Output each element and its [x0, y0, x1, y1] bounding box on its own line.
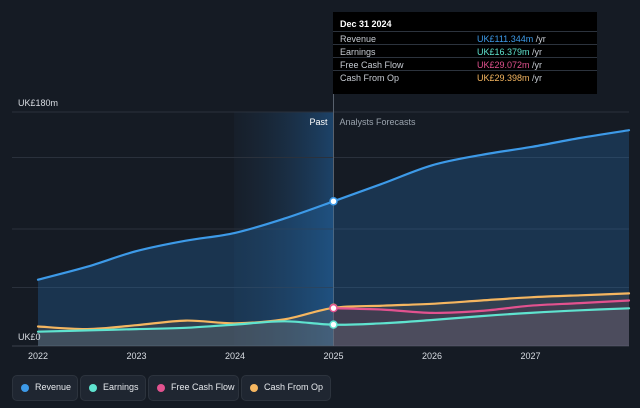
x-tick-label: 2027 — [520, 351, 540, 361]
legend-label: Cash From Op — [264, 382, 324, 392]
area-revenue — [38, 130, 629, 346]
legend-label: Revenue — [35, 382, 72, 392]
tooltip-value-wrap: UK£29.398m /yr — [477, 73, 542, 83]
legend-dot-icon — [250, 384, 258, 392]
legend-item-free-cash-flow[interactable]: Free Cash Flow — [148, 375, 239, 401]
tooltip-value-wrap: UK£111.344m /yr — [477, 34, 546, 44]
x-tick-label: 2025 — [323, 351, 343, 361]
tooltip-date: Dec 31 2024 — [340, 19, 392, 29]
tooltip-label: Cash From Op — [340, 73, 400, 83]
tooltip-row-earnings: Earnings UK£16.379m /yr — [333, 44, 597, 58]
past-label: Past — [309, 117, 328, 127]
tooltip-row-free-cash-flow: Free Cash Flow UK£29.072m /yr — [333, 57, 597, 71]
y-axis-bottom-label: UK£0 — [18, 332, 41, 342]
tooltip-label: Earnings — [340, 47, 376, 57]
y-axis-top-label: UK£180m — [18, 98, 58, 108]
tooltip-unit: /yr — [529, 47, 543, 57]
marker-earnings — [329, 320, 338, 329]
legend-dot-icon — [157, 384, 165, 392]
marker-free-cash-flow — [329, 303, 338, 313]
tooltip-label: Revenue — [340, 34, 377, 44]
area-cash-from-op — [38, 293, 629, 346]
x-tick-label: 2024 — [225, 351, 245, 361]
legend-item-earnings[interactable]: Earnings — [80, 375, 146, 401]
tooltip-row-cash-from-op: Cash From Op UK£29.398m /yr — [333, 70, 597, 84]
tooltip-unit: /yr — [533, 34, 546, 44]
tooltip-row-revenue: Revenue UK£111.344m /yr — [333, 31, 597, 45]
x-tick-label: 2023 — [126, 351, 146, 361]
tooltip-value-wrap: UK£29.072m /yr — [477, 60, 542, 70]
x-tick-label: 2022 — [28, 351, 48, 361]
tooltip-value-wrap: UK£16.379m /yr — [477, 47, 542, 57]
legend-label: Earnings — [103, 382, 139, 392]
x-tick-label: 2026 — [422, 351, 442, 361]
tooltip-unit: /yr — [529, 73, 543, 83]
tooltip-unit: /yr — [529, 60, 543, 70]
forecast-label: Analysts Forecasts — [340, 117, 417, 127]
line-free-cash-flow — [332, 299, 631, 315]
tooltip-value: UK£16.379m — [477, 47, 530, 57]
legend-label: Free Cash Flow — [171, 382, 235, 392]
legend-dot-icon — [89, 384, 97, 392]
marker-revenue — [329, 197, 338, 206]
legend-item-revenue[interactable]: Revenue — [12, 375, 78, 401]
tooltip: Dec 31 2024 Revenue UK£111.344m /yr Earn… — [333, 12, 597, 94]
legend-item-cash-from-op[interactable]: Cash From Op — [241, 375, 331, 401]
legend-dot-icon — [21, 384, 29, 392]
tooltip-label: Free Cash Flow — [340, 60, 404, 70]
tooltip-value: UK£29.398m — [477, 73, 530, 83]
tooltip-value: UK£111.344m — [477, 34, 534, 44]
tooltip-value: UK£29.072m — [477, 60, 530, 70]
